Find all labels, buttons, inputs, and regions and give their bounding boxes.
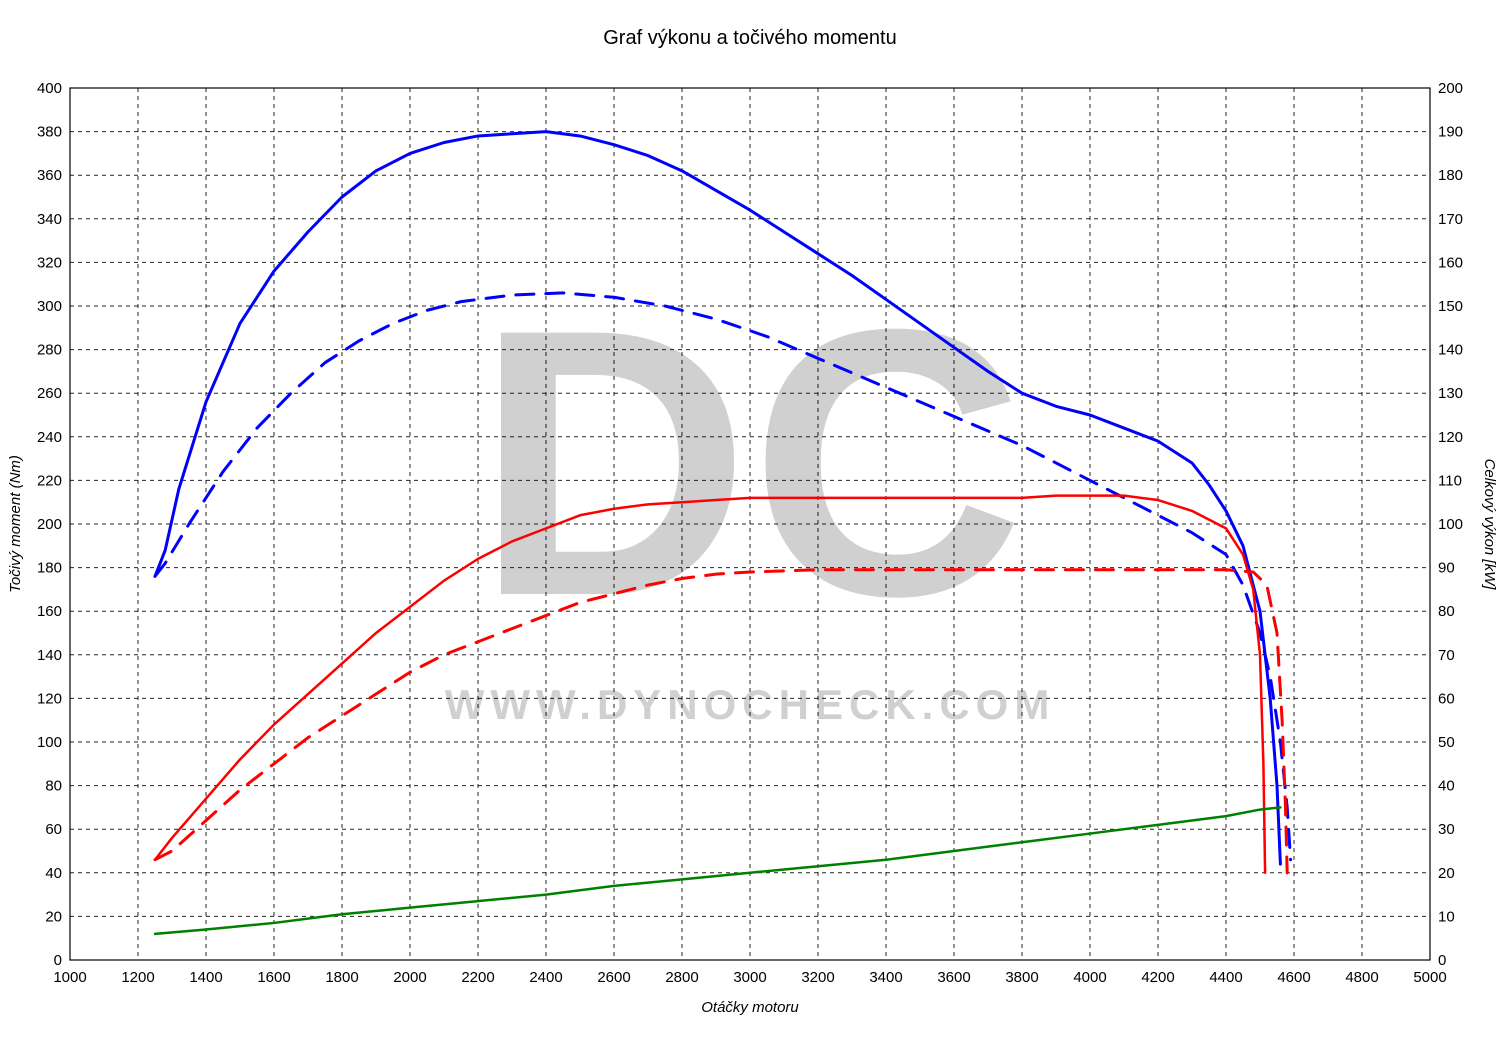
x-tick: 3400	[869, 969, 902, 986]
y-left-tick: 260	[37, 385, 62, 402]
x-tick: 4200	[1141, 969, 1174, 986]
y-right-tick: 0	[1438, 952, 1446, 969]
x-tick: 4000	[1073, 969, 1106, 986]
y-right-tick: 30	[1438, 821, 1455, 838]
y-left-tick: 0	[54, 952, 62, 969]
y-right-tick: 90	[1438, 560, 1455, 577]
chart-svg: DCWWW.DYNOCHECK.COM 10001200140016001800…	[0, 0, 1500, 1041]
y-left-tick: 200	[37, 516, 62, 533]
y-left-tick: 380	[37, 124, 62, 141]
x-tick: 5000	[1413, 969, 1446, 986]
y-left-tick: 140	[37, 647, 62, 664]
y-right-tick: 150	[1438, 298, 1463, 315]
chart-title: Graf výkonu a točivého momentu	[603, 27, 896, 49]
y-right-tick: 110	[1438, 472, 1462, 489]
x-tick: 2600	[597, 969, 630, 986]
y-left-axis-label: Točivý moment (Nm)	[7, 455, 24, 593]
x-tick: 3600	[937, 969, 970, 986]
grid	[70, 88, 1430, 960]
y-right-tick: 40	[1438, 778, 1455, 795]
y-left-tick: 180	[37, 560, 62, 577]
y-left-tick: 80	[45, 778, 62, 795]
x-tick: 1800	[325, 969, 358, 986]
x-tick: 1200	[121, 969, 154, 986]
y-right-tick: 180	[1438, 167, 1463, 184]
y-left-tick: 240	[37, 429, 62, 446]
y-right-tick-labels: 0 10 20 30 40 50 60 70 80 90 100 110 120 130 140 150 160…	[1438, 80, 1463, 969]
dyno-chart: DCWWW.DYNOCHECK.COM 10001200140016001800…	[0, 0, 1500, 1041]
y-left-tick: 400	[37, 80, 62, 97]
y-right-tick: 20	[1438, 865, 1455, 882]
x-tick: 3200	[801, 969, 834, 986]
y-right-tick: 170	[1438, 211, 1463, 228]
x-tick: 2200	[461, 969, 494, 986]
y-right-tick: 100	[1438, 516, 1463, 533]
y-left-tick: 360	[37, 167, 62, 184]
x-tick: 2800	[665, 969, 698, 986]
x-tick-labels: 1000 1200 1400 1600 1800 2000 2200 2400 2600 2800…	[53, 969, 1446, 986]
x-tick: 4600	[1277, 969, 1310, 986]
y-left-tick: 320	[37, 254, 62, 271]
x-tick: 3800	[1005, 969, 1038, 986]
x-tick: 4400	[1209, 969, 1242, 986]
y-right-tick: 190	[1438, 124, 1463, 141]
y-left-tick: 160	[37, 603, 62, 620]
y-left-tick: 20	[45, 908, 62, 925]
x-tick: 3000	[733, 969, 766, 986]
x-axis-label: Otáčky motoru	[701, 999, 799, 1016]
y-right-tick: 80	[1438, 603, 1455, 620]
y-left-tick: 340	[37, 211, 62, 228]
y-left-tick: 120	[37, 690, 62, 707]
y-right-tick: 200	[1438, 80, 1463, 97]
y-right-axis-label: Celkový výkon [kW]	[1481, 459, 1498, 591]
x-tick: 1000	[53, 969, 86, 986]
y-right-tick: 120	[1438, 429, 1463, 446]
y-left-tick-labels: 0 20 40 60 80 100 120 140 160 180 200 220 240 260 280 3…	[37, 80, 62, 969]
y-left-tick: 300	[37, 298, 62, 315]
y-right-tick: 60	[1438, 690, 1455, 707]
y-right-tick: 130	[1438, 385, 1463, 402]
y-left-tick: 40	[45, 865, 62, 882]
y-right-tick: 10	[1438, 908, 1455, 925]
y-right-tick: 140	[1438, 342, 1463, 359]
y-right-tick: 50	[1438, 734, 1455, 751]
x-tick: 1400	[189, 969, 222, 986]
y-left-tick: 60	[45, 821, 62, 838]
x-tick: 2400	[529, 969, 562, 986]
x-tick: 2000	[393, 969, 426, 986]
x-tick: 4800	[1345, 969, 1378, 986]
y-left-tick: 220	[37, 472, 62, 489]
y-right-tick: 70	[1438, 647, 1455, 664]
y-left-tick: 280	[37, 342, 62, 359]
y-right-tick: 160	[1438, 254, 1463, 271]
y-left-tick: 100	[37, 734, 62, 751]
series-losses	[155, 807, 1280, 933]
x-tick: 1600	[257, 969, 290, 986]
